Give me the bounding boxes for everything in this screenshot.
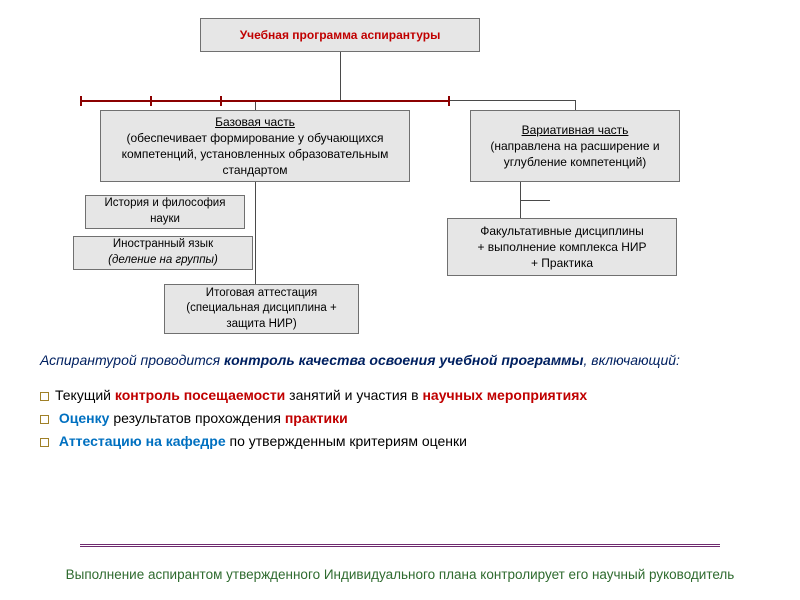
node-el-1: + выполнение комплекса НИР (454, 239, 670, 255)
tick-3 (220, 96, 222, 106)
node-electives: Факультативные дисциплины + выполнение к… (447, 218, 677, 276)
node-el-0: Факультативные дисциплины (454, 223, 670, 239)
footer-label: Выполнение аспирантом утвержденного Инди… (66, 567, 735, 582)
bullet-text-part: Оценку (55, 410, 113, 426)
bullet-text-part: по утвержденным критериям оценки (230, 433, 467, 449)
node-el-2: + Практика (454, 255, 670, 271)
node-history-philosophy: История и философия науки (85, 195, 245, 229)
node-variative-title: Вариативная часть (477, 122, 673, 138)
conn-to-right (575, 100, 576, 110)
tick-bar (80, 100, 450, 102)
node-final-attestation: Итоговая аттестация (специальная дисципл… (164, 284, 359, 334)
node-base-part: Базовая часть (обеспечивает формирование… (100, 110, 410, 182)
node-fa-a: Итоговая аттестация (171, 286, 352, 302)
bullet-text-part: Текущий (55, 387, 115, 403)
tick-1 (80, 96, 82, 106)
bullet-text-part: результатов прохождения (113, 410, 285, 426)
node-root-label: Учебная программа аспирантуры (207, 27, 473, 43)
conn-root-down (340, 52, 341, 100)
node-foreign-lang: Иностранный язык (деление на группы) (73, 236, 253, 270)
bullet-text-part: занятий и участия в (289, 387, 422, 403)
intro-a: Аспирантурой проводится (40, 352, 224, 368)
bullet-text-part: Аттестацию на кафедре (55, 433, 230, 449)
node-fa-b: (специальная дисциплина + защита НИР) (171, 301, 352, 332)
node-variative-sub: (направлена на расширение и углубление к… (477, 138, 673, 170)
bullet-text-part: практики (285, 410, 348, 426)
bullet-text-part: научных мероприятиях (422, 387, 587, 403)
intro-c: , включающий: (583, 352, 679, 368)
intro-b: контроль качества освоения учебной прогр… (224, 352, 583, 368)
bullet-icon (40, 438, 49, 447)
bullet-line: Текущий контроль посещаемости занятий и … (40, 385, 760, 406)
bullet-icon (40, 392, 49, 401)
node-variative-part: Вариативная часть (направлена на расшире… (470, 110, 680, 182)
bullet-line: Аттестацию на кафедре по утвержденным кр… (40, 431, 760, 452)
node-hp-label: История и философия науки (92, 196, 238, 227)
node-base-sub: (обеспечивает формирование у обучающихся… (107, 130, 403, 179)
bullets-list: Текущий контроль посещаемости занятий и … (40, 385, 760, 452)
node-base-title: Базовая часть (107, 114, 403, 130)
tick-4 (448, 96, 450, 106)
tick-2 (150, 96, 152, 106)
conn-left-down (255, 182, 256, 284)
divider-top (80, 544, 720, 545)
bullet-icon (40, 415, 49, 424)
body-text: Аспирантурой проводится контроль качеств… (40, 350, 760, 454)
node-root: Учебная программа аспирантуры (200, 18, 480, 52)
conn-right-hook (520, 200, 550, 201)
bullet-line: Оценку результатов прохождения практики (40, 408, 760, 429)
intro-line: Аспирантурой проводится контроль качеств… (40, 350, 760, 371)
bullet-text-part: контроль посещаемости (115, 387, 289, 403)
node-fl-b: (деление на группы) (80, 253, 246, 269)
node-fl-a: Иностранный язык (80, 237, 246, 253)
divider-bottom (80, 546, 720, 547)
footer-text: Выполнение аспирантом утвержденного Инди… (0, 567, 800, 582)
